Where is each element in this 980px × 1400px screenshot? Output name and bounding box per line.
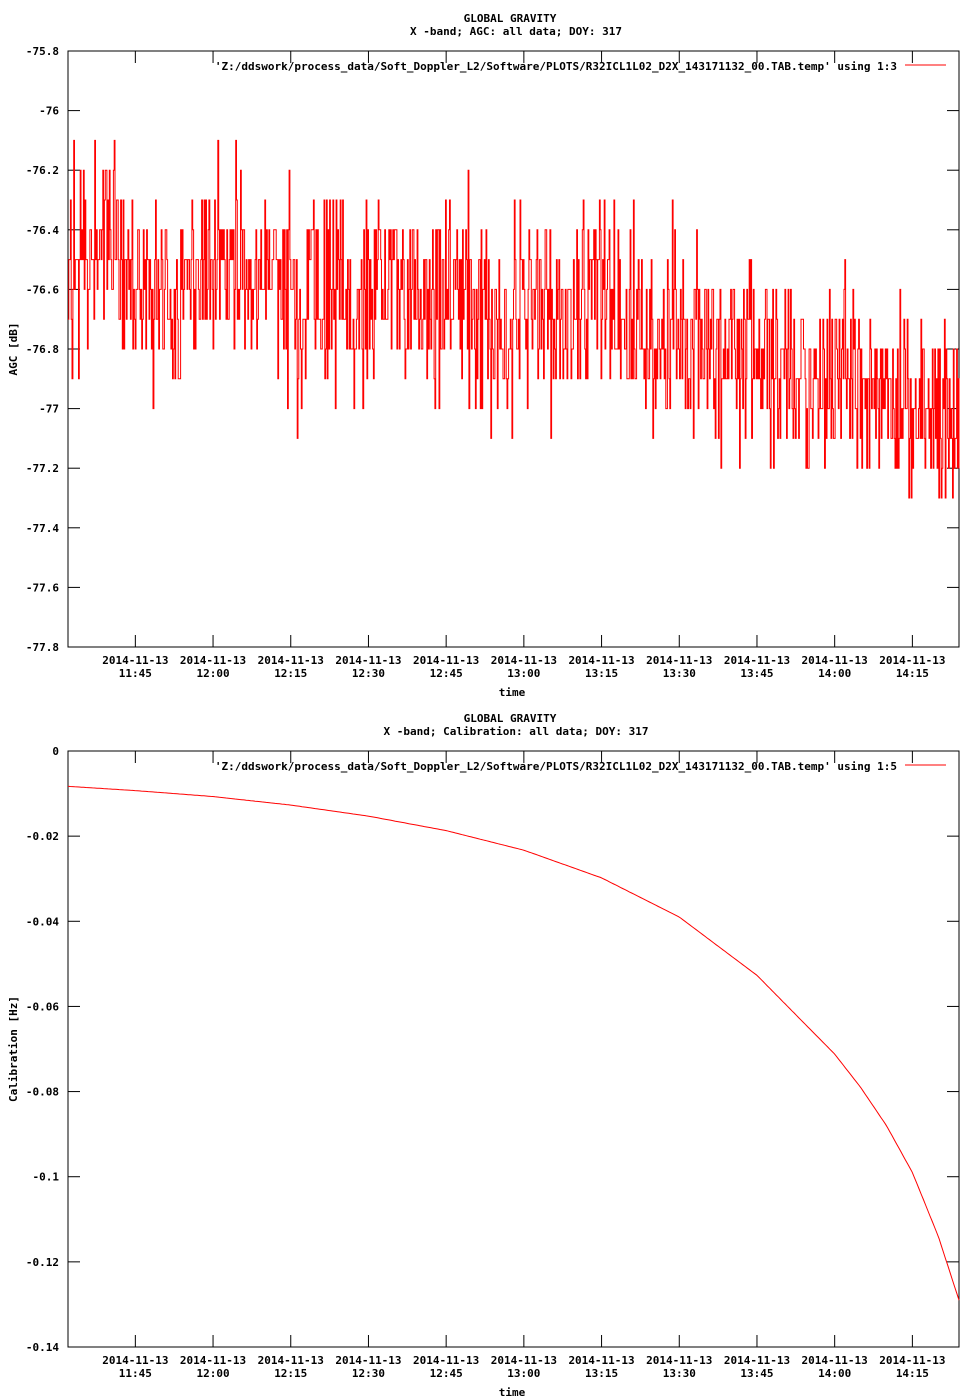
x-tick-label-time: 11:45 — [119, 667, 152, 680]
chart2-series-line — [67, 785, 960, 1301]
x-tick-label-time: 13:15 — [585, 667, 618, 680]
x-tick-label-time: 13:45 — [740, 1367, 773, 1380]
y-tick-label: -0.14 — [26, 1341, 59, 1354]
y-tick-label: -0.02 — [26, 830, 59, 843]
x-tick-label-time: 12:00 — [196, 667, 229, 680]
x-tick-label-date: 2014-11-13 — [335, 654, 401, 667]
chart2-title: GLOBAL GRAVITY — [464, 712, 557, 725]
x-tick-label-date: 2014-11-13 — [413, 1354, 479, 1367]
x-tick-label-time: 14:15 — [896, 1367, 929, 1380]
x-tick-label-date: 2014-11-13 — [879, 1354, 945, 1367]
x-tick-label-time: 12:15 — [274, 667, 307, 680]
x-tick-label-time: 12:30 — [352, 1367, 385, 1380]
y-tick-label: -77.6 — [26, 581, 59, 594]
x-tick-label-date: 2014-11-13 — [102, 654, 168, 667]
x-tick-label-date: 2014-11-13 — [568, 1354, 634, 1367]
x-tick-label-time: 13:45 — [740, 667, 773, 680]
x-tick-label-date: 2014-11-13 — [258, 1354, 324, 1367]
y-tick-label: -77.2 — [26, 462, 59, 475]
x-tick-label-date: 2014-11-13 — [258, 654, 324, 667]
y-tick-label: -77 — [39, 403, 59, 416]
chart1-y-ticks: -75.8 -76 -76.2 -76.4 -76.6 -76.8 -77 -77.2 -77.… — [26, 45, 959, 654]
y-tick-label: -76.4 — [26, 224, 59, 237]
x-tick-label-date: 2014-11-13 — [724, 654, 790, 667]
x-tick-label-date: 2014-11-13 — [335, 1354, 401, 1367]
x-tick-label-date: 2014-11-13 — [180, 654, 246, 667]
chart1-legend-label: 'Z:/ddswork/process_data/Soft_Doppler_L2… — [215, 60, 897, 73]
chart1-series-line — [68, 139, 960, 499]
y-tick-label: -77.8 — [26, 641, 59, 654]
chart2-subtitle: X -band; Calibration: all data; DOY: 317 — [384, 725, 649, 738]
x-tick-label-time: 13:30 — [663, 667, 696, 680]
chart1-title: GLOBAL GRAVITY — [464, 12, 557, 25]
chart2-x-ticks: 2014-11-1311:452014-11-1312:002014-11-13… — [102, 751, 945, 1380]
calibration-chart: GLOBAL GRAVITY X -band; Calibration: all… — [7, 712, 960, 1399]
y-tick-label: -76.8 — [26, 343, 59, 356]
x-tick-label-date: 2014-11-13 — [413, 654, 479, 667]
x-tick-label-time: 14:00 — [818, 1367, 851, 1380]
x-tick-label-time: 13:15 — [585, 1367, 618, 1380]
chart1-x-ticks: 2014-11-1311:452014-11-1312:002014-11-13… — [102, 51, 945, 680]
x-tick-label-date: 2014-11-13 — [102, 1354, 168, 1367]
x-tick-label-time: 13:30 — [663, 1367, 696, 1380]
x-tick-label-date: 2014-11-13 — [646, 654, 712, 667]
chart2-x-axis-label: time — [499, 1386, 526, 1399]
x-tick-label-date: 2014-11-13 — [491, 654, 557, 667]
x-tick-label-date: 2014-11-13 — [724, 1354, 790, 1367]
y-tick-label: -0.1 — [33, 1171, 60, 1184]
x-tick-label-time: 11:45 — [119, 1367, 152, 1380]
y-tick-label: -76 — [39, 105, 59, 118]
x-tick-label-date: 2014-11-13 — [646, 1354, 712, 1367]
x-tick-label-date: 2014-11-13 — [802, 654, 868, 667]
x-tick-label-time: 14:00 — [818, 667, 851, 680]
chart1-y-axis-label: AGC [dB] — [7, 323, 20, 376]
chart2-legend-label: 'Z:/ddswork/process_data/Soft_Doppler_L2… — [215, 760, 897, 773]
y-tick-label: -0.04 — [26, 915, 59, 928]
y-tick-label: -0.06 — [26, 1000, 59, 1013]
chart1-x-axis-label: time — [499, 686, 526, 699]
x-tick-label-date: 2014-11-13 — [491, 1354, 557, 1367]
chart2-plot-frame — [67, 750, 960, 1348]
y-tick-label: -75.8 — [26, 45, 59, 58]
x-tick-label-time: 13:00 — [507, 1367, 540, 1380]
x-tick-label-date: 2014-11-13 — [568, 654, 634, 667]
x-tick-label-time: 14:15 — [896, 667, 929, 680]
y-tick-label: -0.08 — [26, 1086, 59, 1099]
agc-chart: GLOBAL GRAVITY X -band; AGC: all data; D… — [7, 12, 960, 699]
y-tick-label: -77.4 — [26, 522, 59, 535]
x-tick-label-time: 12:00 — [196, 1367, 229, 1380]
chart2-y-ticks: 0 -0.02 -0.04 -0.06 -0.08 -0.1 -0.12 -0.14 — [26, 745, 959, 1354]
y-tick-label: -0.12 — [26, 1256, 59, 1269]
chart1-plot-frame — [67, 50, 960, 648]
x-tick-label-date: 2014-11-13 — [802, 1354, 868, 1367]
x-tick-label-time: 13:00 — [507, 667, 540, 680]
y-tick-label: 0 — [52, 745, 59, 758]
chart1-subtitle: X -band; AGC: all data; DOY: 317 — [410, 25, 622, 38]
y-tick-label: -76.2 — [26, 164, 59, 177]
x-tick-label-date: 2014-11-13 — [180, 1354, 246, 1367]
x-tick-label-time: 12:30 — [352, 667, 385, 680]
y-tick-label: -76.6 — [26, 283, 59, 296]
x-tick-label-time: 12:45 — [430, 1367, 463, 1380]
chart2-y-axis-label: Calibration [Hz] — [7, 996, 20, 1102]
x-tick-label-time: 12:45 — [430, 667, 463, 680]
x-tick-label-time: 12:15 — [274, 1367, 307, 1380]
x-tick-label-date: 2014-11-13 — [879, 654, 945, 667]
